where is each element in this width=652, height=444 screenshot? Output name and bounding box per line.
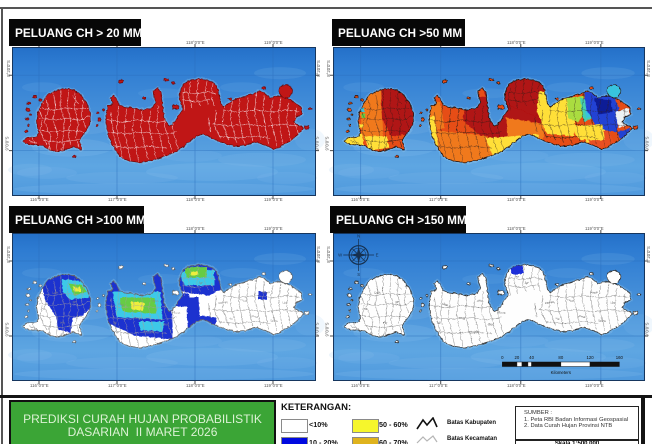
svg-text:Kilometers: Kilometers [551, 370, 571, 375]
svg-text:0: 0 [501, 355, 504, 360]
svg-text:Sgr: Sgr [524, 280, 529, 284]
svg-text:Moyo: Moyo [172, 310, 180, 314]
svg-text:Bima: Bima [590, 290, 597, 294]
svg-text:Tbr: Tbr [188, 274, 193, 278]
svg-text:Wera: Wera [577, 314, 585, 318]
svg-text:E: E [376, 253, 379, 258]
svg-text:Sape: Sape [270, 318, 277, 322]
svg-text:Gr: Gr [42, 306, 45, 310]
svg-text:Tal: Tal [436, 320, 440, 324]
svg-text:Pry: Pry [60, 320, 65, 324]
svg-text:Rop: Rop [487, 322, 493, 326]
svg-text:Tal: Tal [112, 320, 116, 324]
svg-text:160: 160 [616, 355, 624, 360]
svg-text:Sel: Sel [72, 300, 77, 304]
svg-text:Gr: Gr [364, 306, 367, 310]
svg-text:Alas: Alas [118, 302, 124, 306]
svg-text:80: 80 [558, 355, 563, 360]
svg-text:Wera: Wera [250, 314, 257, 318]
svg-text:Sel: Sel [395, 300, 400, 304]
svg-text:Hu: Hu [228, 316, 232, 320]
svg-text:Smb: Smb [458, 316, 465, 320]
svg-text:Lbo: Lbo [610, 300, 615, 304]
svg-text:Bima: Bima [262, 290, 269, 294]
svg-text:Dompu: Dompu [544, 300, 554, 304]
svg-text:S: S [357, 272, 360, 277]
svg-text:Hu: Hu [555, 316, 559, 320]
svg-text:Alas: Alas [442, 302, 448, 306]
svg-text:W: W [338, 253, 342, 258]
svg-text:20: 20 [515, 355, 520, 360]
svg-text:Tbr: Tbr [514, 274, 519, 278]
svg-text:Lunyuk: Lunyuk [144, 330, 154, 334]
svg-text:Dompu: Dompu [218, 300, 228, 304]
svg-text:Rop: Rop [162, 322, 168, 326]
svg-text:N: N [357, 234, 360, 239]
svg-text:Lunyuk: Lunyuk [468, 330, 478, 334]
svg-text:Kmp: Kmp [240, 298, 247, 302]
svg-text:Sgr: Sgr [198, 280, 203, 284]
svg-text:Smb: Smb [134, 316, 141, 320]
svg-text:Lbo: Lbo [282, 300, 287, 304]
svg-text:120: 120 [586, 355, 594, 360]
svg-text:Moyo: Moyo [497, 310, 505, 314]
svg-text:Kmp: Kmp [567, 298, 574, 302]
svg-text:Utan: Utan [477, 298, 484, 302]
svg-text:Utan: Utan [152, 298, 159, 302]
svg-text:Sape: Sape [598, 318, 605, 322]
svg-text:Pry: Pry [382, 320, 387, 324]
svg-text:40: 40 [529, 355, 534, 360]
svg-text:Lmb: Lmb [52, 290, 58, 294]
svg-text:Lmb: Lmb [374, 290, 380, 294]
